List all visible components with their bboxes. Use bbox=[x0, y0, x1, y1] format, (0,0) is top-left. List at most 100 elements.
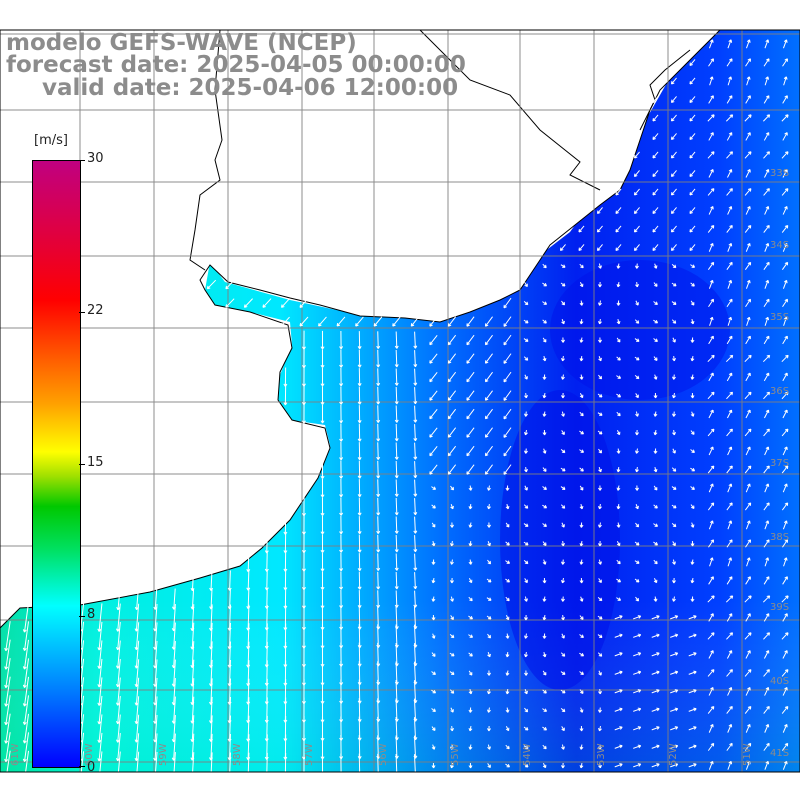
wind-arrow bbox=[484, 371, 493, 383]
wind-arrow bbox=[598, 503, 602, 510]
wind-arrow bbox=[762, 354, 771, 363]
wind-arrow bbox=[429, 445, 438, 457]
wind-arrow bbox=[431, 486, 437, 490]
wind-arrow bbox=[616, 448, 621, 454]
wind-arrow bbox=[634, 578, 640, 583]
wind-arrow bbox=[781, 465, 789, 474]
wind-arrow bbox=[616, 522, 621, 528]
wind-arrow bbox=[578, 225, 585, 233]
wind-arrow bbox=[763, 742, 770, 751]
wind-arrow bbox=[413, 535, 418, 553]
wind-arrow bbox=[783, 316, 788, 326]
longitude-label: 53W bbox=[596, 743, 607, 766]
wind-arrow bbox=[97, 714, 103, 743]
wind-arrow bbox=[616, 466, 621, 473]
wind-arrow bbox=[616, 411, 621, 417]
wind-arrow bbox=[672, 577, 676, 584]
wind-arrow bbox=[782, 520, 788, 530]
wind-arrow bbox=[689, 77, 696, 85]
wind-arrow bbox=[781, 354, 789, 363]
wind-arrow bbox=[616, 503, 621, 510]
wind-arrow bbox=[561, 355, 565, 362]
wind-arrow bbox=[670, 652, 679, 657]
wind-arrow bbox=[708, 298, 714, 308]
wind-arrow bbox=[468, 540, 473, 547]
wind-arrow bbox=[429, 334, 438, 346]
wind-arrow bbox=[431, 577, 436, 584]
wind-arrow bbox=[763, 669, 770, 677]
wind-arrow bbox=[357, 368, 362, 387]
wind-arrow bbox=[394, 331, 399, 349]
wind-arrow bbox=[727, 205, 733, 215]
wind-arrow bbox=[725, 114, 734, 122]
wind-arrow bbox=[707, 391, 715, 400]
wind-arrow bbox=[688, 670, 697, 675]
wind-arrow bbox=[745, 409, 751, 419]
wind-arrow bbox=[450, 522, 454, 528]
wind-arrow bbox=[376, 386, 381, 405]
wind-arrow bbox=[487, 485, 491, 491]
wind-arrow bbox=[394, 553, 399, 571]
wind-arrow bbox=[357, 349, 362, 368]
wind-arrow bbox=[652, 151, 659, 159]
wind-arrow bbox=[616, 485, 621, 491]
wind-arrow bbox=[339, 386, 344, 405]
wind-arrow bbox=[670, 689, 679, 694]
model-title: modelo GEFS-WAVE (NCEP) bbox=[6, 30, 357, 56]
wind-arrow bbox=[431, 744, 436, 750]
wind-arrow bbox=[651, 670, 660, 675]
wind-arrow bbox=[431, 614, 436, 621]
wind-arrow bbox=[598, 448, 603, 454]
wind-arrow bbox=[782, 335, 788, 345]
wind-arrow bbox=[635, 466, 639, 473]
wind-arrow bbox=[78, 751, 85, 780]
wind-arrow bbox=[561, 430, 565, 436]
wind-arrow bbox=[560, 467, 566, 472]
wind-arrow bbox=[339, 552, 344, 572]
wind-arrow bbox=[357, 386, 362, 405]
wind-arrow bbox=[320, 367, 325, 387]
wind-arrow bbox=[357, 553, 362, 572]
longitude-label: 52W bbox=[668, 743, 679, 766]
wind-arrow bbox=[225, 298, 235, 308]
wind-arrow bbox=[616, 300, 621, 306]
wind-arrow bbox=[542, 523, 547, 528]
colorbar-tick: 8 bbox=[87, 607, 96, 622]
wind-arrow bbox=[524, 596, 528, 602]
wind-arrow bbox=[635, 411, 639, 417]
wind-arrow bbox=[394, 497, 399, 516]
wind-arrow bbox=[503, 427, 512, 438]
wind-arrow bbox=[450, 725, 454, 732]
wind-arrow bbox=[431, 671, 436, 676]
wind-arrow bbox=[524, 633, 528, 639]
wind-arrow bbox=[561, 762, 565, 769]
wind-arrow bbox=[727, 557, 733, 567]
wind-arrow bbox=[561, 559, 565, 565]
wind-arrow bbox=[301, 552, 306, 572]
wind-arrow bbox=[466, 445, 475, 457]
wind-arrow bbox=[376, 368, 381, 386]
wind-arrow bbox=[561, 577, 565, 584]
wind-arrow bbox=[596, 244, 603, 252]
wind-arrow bbox=[635, 393, 639, 399]
wind-arrow bbox=[689, 133, 696, 141]
wind-arrow bbox=[413, 590, 418, 608]
wind-arrow bbox=[633, 170, 640, 178]
wind-arrow bbox=[431, 633, 436, 639]
wind-arrow bbox=[671, 301, 677, 305]
wind-arrow bbox=[301, 349, 306, 369]
wind-arrow bbox=[97, 732, 103, 762]
wind-arrow bbox=[763, 650, 770, 659]
wind-arrow bbox=[449, 671, 455, 675]
wind-arrow bbox=[339, 571, 344, 590]
longitude-label: 56W bbox=[378, 743, 389, 766]
wind-arrow bbox=[505, 707, 510, 713]
wind-arrow bbox=[633, 744, 642, 749]
wind-arrow bbox=[633, 188, 640, 196]
wind-arrow bbox=[542, 486, 547, 491]
wind-arrow bbox=[597, 430, 603, 435]
wind-arrow bbox=[598, 300, 602, 306]
wind-arrow bbox=[651, 633, 660, 638]
wind-arrow bbox=[615, 244, 622, 252]
latitude-label: 38S bbox=[770, 532, 789, 543]
